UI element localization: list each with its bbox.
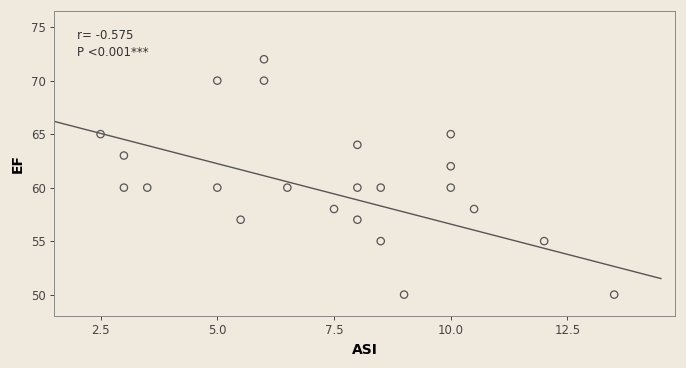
Point: [282, 185, 293, 191]
Point: [352, 217, 363, 223]
Point: [259, 78, 270, 84]
Point: [445, 163, 456, 169]
Y-axis label: EF: EF: [11, 154, 25, 173]
Point: [329, 206, 340, 212]
Point: [352, 142, 363, 148]
Point: [259, 56, 270, 62]
Point: [375, 238, 386, 244]
Text: r= -0.575
P <0.001***: r= -0.575 P <0.001***: [78, 29, 149, 59]
Point: [469, 206, 480, 212]
Point: [212, 78, 223, 84]
Point: [399, 292, 410, 298]
Point: [608, 292, 619, 298]
Point: [445, 131, 456, 137]
Point: [212, 185, 223, 191]
Point: [375, 185, 386, 191]
Point: [539, 238, 549, 244]
Point: [95, 131, 106, 137]
Point: [235, 217, 246, 223]
X-axis label: ASI: ASI: [351, 343, 377, 357]
Point: [119, 153, 130, 159]
Point: [119, 185, 130, 191]
Point: [352, 185, 363, 191]
Point: [142, 185, 153, 191]
Point: [445, 185, 456, 191]
